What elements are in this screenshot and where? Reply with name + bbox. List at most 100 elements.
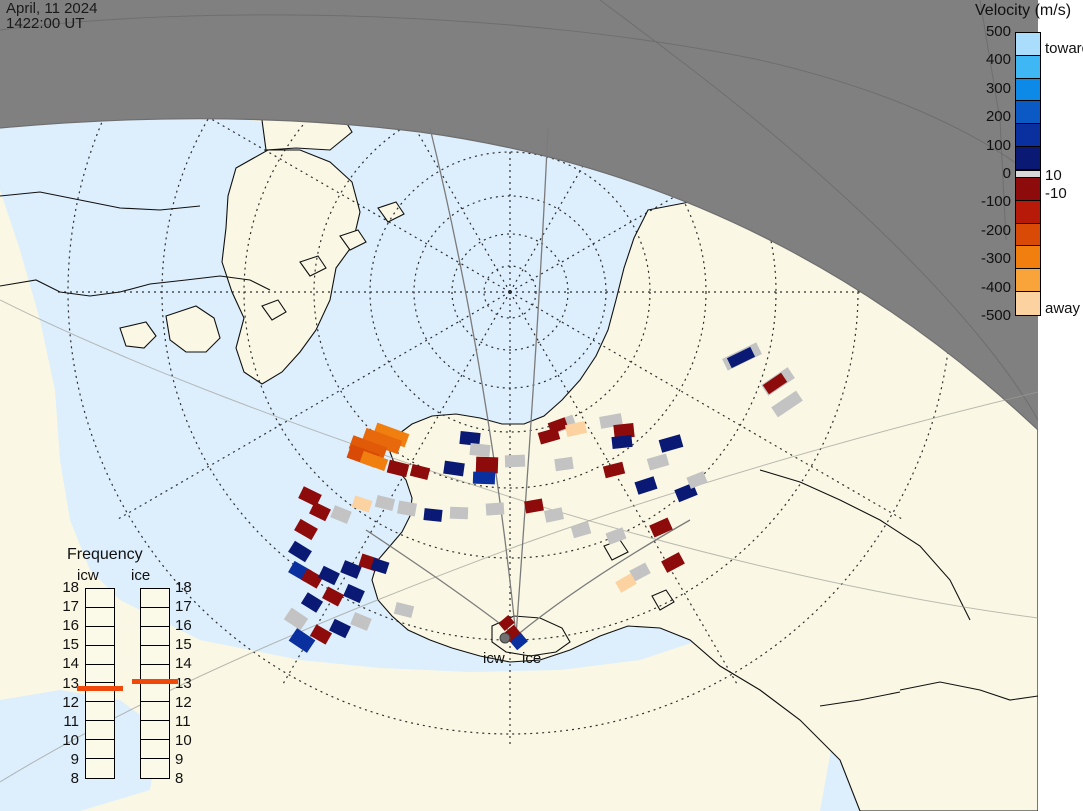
frequency-segment (141, 683, 169, 703)
map-canvas[interactable]: icw ice (0, 0, 1038, 811)
radar-cell[interactable] (537, 427, 561, 445)
radar-cell[interactable] (423, 508, 443, 522)
velocity-swatch (1016, 269, 1040, 293)
frequency-segment (141, 759, 169, 778)
velocity-colorbar-title: Velocity (m/s) (975, 2, 1072, 19)
radar-cell[interactable] (510, 632, 528, 651)
frequency-tick-label-right: 16 (175, 617, 192, 635)
radar-cell[interactable] (613, 422, 635, 440)
radar-cell[interactable] (469, 442, 491, 458)
radar-data-cells[interactable] (283, 342, 803, 653)
radar-cell[interactable] (611, 434, 633, 450)
frequency-segment (141, 702, 169, 722)
radar-cell[interactable] (726, 346, 756, 369)
velocity-colorbar-panel: Velocity (m/s) 500 400 300 200 100 0 -100 -200 -… (955, 0, 1083, 340)
radar-cell[interactable] (543, 507, 565, 523)
radar-cell[interactable] (602, 461, 626, 479)
map-svg (0, 0, 1038, 811)
frequency-tick-label-left: 14 (62, 655, 79, 673)
radar-cell[interactable] (309, 501, 331, 522)
radar-cell[interactable] (485, 502, 505, 516)
frequency-tick-label-right: 8 (175, 770, 184, 787)
radar-cell[interactable] (386, 459, 410, 478)
date-text: April, 11 2024 (6, 0, 98, 17)
radar-cell[interactable] (340, 560, 362, 579)
velocity-swatch (1016, 55, 1040, 79)
radar-cell[interactable] (443, 460, 465, 477)
radar-cell[interactable] (318, 565, 340, 586)
frequency-column-header-ice: ice (131, 567, 151, 584)
frequency-segment (86, 627, 114, 646)
frequency-column-header-icw: icw (77, 567, 99, 584)
velocity-zero-upper-label: 10 (1045, 167, 1062, 184)
velocity-tick-label: 200 (985, 108, 1011, 126)
radar-cell[interactable] (762, 372, 788, 395)
velocity-colorbar[interactable] (1015, 32, 1041, 316)
radar-cell[interactable] (475, 456, 499, 474)
frequency-legend-panel: Frequency icw ice 18 17 16 15 14 13 12 11 10 9 8 1… (55, 546, 195, 787)
radar-cell[interactable] (330, 505, 352, 524)
velocity-swatch (1016, 223, 1040, 247)
radar-cell[interactable] (283, 607, 309, 631)
radar-cell[interactable] (300, 592, 324, 613)
radar-cell[interactable] (361, 427, 403, 455)
frequency-tick-label-left: 13 (62, 674, 79, 692)
radar-cell[interactable] (686, 471, 708, 489)
radar-cell[interactable] (649, 517, 673, 538)
radar-cell[interactable] (300, 568, 324, 589)
frequency-tick-label-right: 13 (175, 674, 192, 692)
velocity-swatch (1016, 177, 1040, 201)
radar-cell[interactable] (634, 476, 658, 495)
velocity-tick-label: -200 (980, 221, 1011, 239)
radar-cell[interactable] (629, 562, 651, 582)
frequency-tick-label-right: 17 (175, 598, 192, 616)
terminator-line (0, 118, 1038, 431)
radar-cell[interactable] (393, 602, 415, 618)
frequency-segment (141, 721, 169, 741)
frequency-segment (86, 702, 114, 722)
frequency-tick-label-left: 12 (62, 693, 79, 711)
radar-cell[interactable] (329, 618, 351, 639)
radar-cell[interactable] (615, 573, 637, 593)
velocity-swatch (1016, 33, 1040, 56)
radar-cell[interactable] (605, 527, 627, 545)
radar-cell[interactable] (294, 518, 318, 541)
radar-cell[interactable] (350, 612, 372, 631)
radar-cell[interactable] (309, 624, 333, 645)
velocity-swatch (1016, 101, 1040, 125)
radar-cell[interactable] (661, 552, 685, 573)
radar-cell[interactable] (351, 495, 373, 513)
radar-cell[interactable] (554, 456, 574, 472)
radar-cell[interactable] (771, 390, 803, 418)
frequency-bar-icw[interactable] (85, 588, 115, 779)
radar-cell[interactable] (504, 454, 526, 468)
secondary-terminator-line (0, 299, 1038, 619)
frequency-segment (141, 608, 169, 627)
radar-site-marker (499, 632, 511, 644)
velocity-swatch (1016, 246, 1040, 270)
radar-cell[interactable] (449, 506, 469, 520)
velocity-swatch (1016, 147, 1040, 170)
radar-cell[interactable] (288, 540, 312, 563)
radar-cell[interactable] (498, 614, 515, 632)
frequency-tick-label-right: 10 (175, 731, 192, 749)
radar-cell[interactable] (564, 421, 588, 437)
radar-cell[interactable] (322, 586, 344, 607)
radar-cell[interactable] (472, 471, 496, 485)
radar-cell[interactable] (288, 628, 316, 653)
frequency-segment (141, 740, 169, 760)
radar-cell[interactable] (646, 453, 670, 471)
radar-cell[interactable] (397, 500, 417, 517)
frequency-tick-label-right: 11 (175, 712, 191, 730)
radar-cell[interactable] (524, 498, 544, 514)
radar-cell[interactable] (658, 434, 684, 453)
radar-cell[interactable] (374, 495, 396, 511)
radar-cell[interactable] (359, 450, 389, 472)
radar-cell[interactable] (570, 521, 592, 539)
radar-cell[interactable] (370, 557, 390, 575)
frequency-tick-label-left: 16 (62, 617, 79, 635)
radar-cell[interactable] (409, 464, 431, 480)
radar-cell[interactable] (459, 430, 481, 447)
radar-cell[interactable] (298, 486, 322, 507)
radar-cell[interactable] (343, 583, 365, 604)
